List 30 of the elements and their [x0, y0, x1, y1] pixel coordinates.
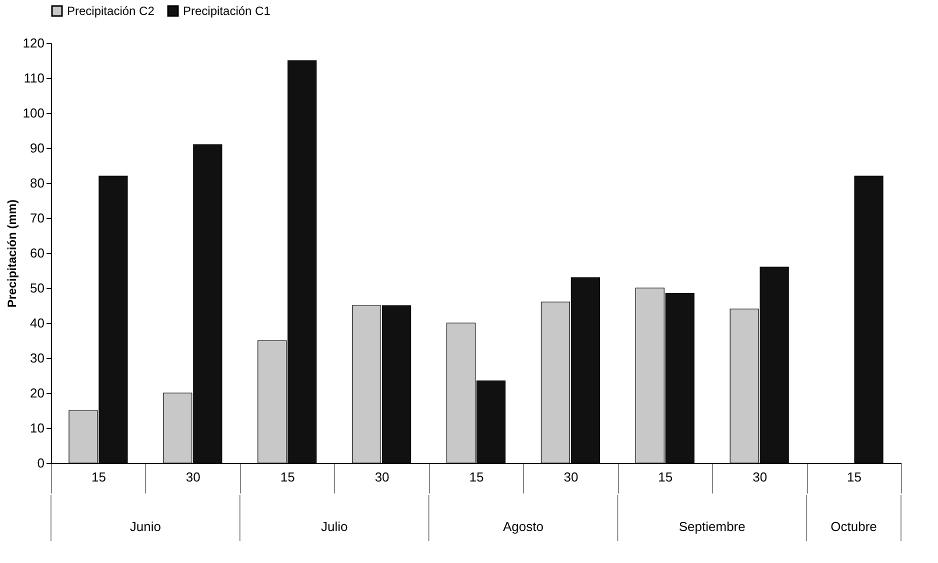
y-tick-label: 80 — [30, 176, 44, 190]
x-tick-label: 30 — [374, 470, 390, 484]
text: Julio — [320, 519, 348, 534]
y-tick-label: 50 — [30, 280, 44, 296]
legend-label: Precipitación C1 — [183, 4, 271, 18]
x-tick-label: 30 — [564, 470, 578, 484]
y-tick-label: 40 — [30, 316, 44, 330]
x-tick-label: 15 — [91, 470, 106, 484]
y-axis-title: Precipitación (mm) — [4, 199, 19, 308]
y-tick-label: 120 — [22, 36, 44, 50]
y-tick-label: 90 — [30, 140, 44, 156]
y-tick-label: 10 — [30, 420, 44, 436]
x-tick-label: 15 — [658, 470, 673, 484]
y-tick-label: 0 — [37, 456, 44, 470]
y-tick-label: 70 — [30, 210, 44, 226]
text: Junio — [130, 519, 161, 534]
x-tick-label: 30 — [752, 470, 768, 484]
x-tick-label: 15 — [469, 470, 484, 484]
y-tick-label: 20 — [30, 386, 44, 400]
x-tick-label: 15 — [280, 470, 295, 484]
y-tick-label: 100 — [22, 106, 44, 120]
text: Agosto — [502, 519, 544, 534]
y-tick-label: 30 — [30, 350, 44, 366]
legend-label: Precipitación C2 — [67, 4, 155, 18]
y-tick-label: 110 — [24, 70, 44, 86]
text: Octubre — [830, 519, 877, 534]
x-tick-label: 30 — [186, 470, 200, 484]
y-tick-label: 60 — [30, 246, 44, 260]
x-tick-label: 15 — [847, 470, 862, 484]
text: Septiembre — [678, 519, 746, 534]
